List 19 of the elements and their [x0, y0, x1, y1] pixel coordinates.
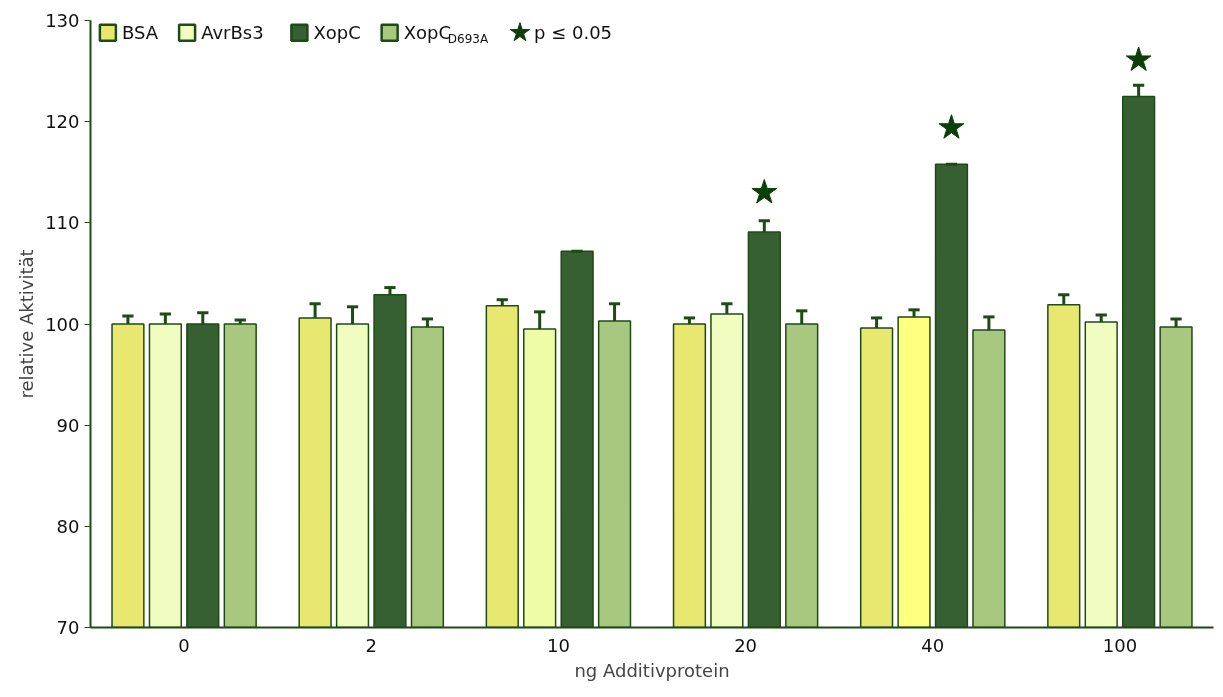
x-tick-label: 100 [1102, 634, 1138, 656]
y-tick-label: 110 [45, 212, 80, 234]
y-tick-label: 130 [45, 10, 80, 31]
x-tick-label: 40 [921, 634, 945, 656]
legend-label: p ≤ 0.05 [534, 22, 613, 44]
legend-label: BSA [121, 22, 159, 44]
x-tick-label: 10 [546, 634, 570, 656]
x-tick-label: 20 [734, 634, 758, 656]
y-tick-label: 100 [45, 313, 80, 335]
x-tick-label: 0 [178, 634, 190, 656]
legend-label: AvrBs3 [201, 22, 264, 44]
y-tick-label: 80 [56, 515, 80, 537]
y-tick-label: 120 [45, 111, 80, 133]
x-tick-label: 2 [365, 634, 377, 656]
x-axis-title: ng Additivprotein [574, 659, 730, 681]
legend-label: XopC [313, 22, 361, 44]
y-tick-label: 90 [56, 414, 80, 436]
y-axis-title: relative Aktivität [16, 249, 38, 399]
y-tick-label: 70 [56, 617, 80, 638]
